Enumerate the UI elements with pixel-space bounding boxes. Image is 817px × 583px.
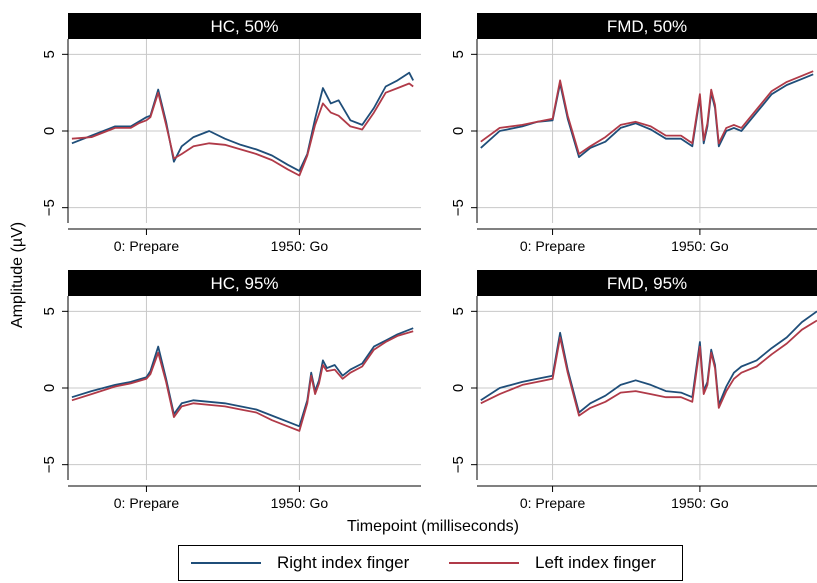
- series-line-left-index-finger: [71, 330, 414, 432]
- panel-3: FMD, 95% −5 0 5 0: Prepare 1950: Go: [450, 270, 817, 511]
- x-tick-label: 0: Prepare: [520, 495, 586, 511]
- panel-2: HC, 95% −5 0 5 0: Prepare 1950: Go: [41, 270, 421, 511]
- legend-item-right: Right index finger: [191, 546, 409, 580]
- panel-header: [68, 13, 421, 39]
- y-tick-label: 5: [41, 50, 58, 58]
- y-tick-label: 0: [41, 384, 58, 392]
- y-tick-label: 0: [450, 127, 467, 135]
- series-line-right-index-finger: [71, 71, 414, 172]
- panel-title: HC, 50%: [210, 17, 278, 36]
- x-tick-label: 1950: Go: [671, 238, 729, 254]
- x-tick-label: 0: Prepare: [114, 495, 180, 511]
- panel-title: FMD, 50%: [607, 17, 687, 36]
- y-tick-label: 0: [41, 127, 58, 135]
- series-line-right-index-finger: [480, 73, 814, 159]
- panel-title: HC, 95%: [210, 274, 278, 293]
- panel-header: [477, 270, 817, 296]
- x-tick-label: 1950: Go: [671, 495, 729, 511]
- legend-item-left: Left index finger: [449, 546, 656, 580]
- y-axis-title: Amplitude (µV): [9, 222, 26, 328]
- y-tick-label: 5: [450, 50, 467, 58]
- legend: Right index finger Left index finger: [178, 545, 683, 581]
- legend-swatch-right: [191, 562, 261, 564]
- panel-header: [68, 270, 421, 296]
- panel-title: FMD, 95%: [607, 274, 687, 293]
- panel-header: [477, 13, 817, 39]
- series-line-right-index-finger: [480, 310, 817, 414]
- series-line-left-index-finger: [480, 319, 817, 417]
- legend-swatch-left: [449, 562, 519, 564]
- series-line-right-index-finger: [71, 327, 414, 428]
- legend-label-right: Right index finger: [277, 553, 410, 572]
- x-tick-label: 1950: Go: [271, 495, 329, 511]
- y-tick-label: 0: [450, 384, 467, 392]
- y-tick-label: −5: [41, 456, 58, 473]
- legend-label-left: Left index finger: [535, 553, 656, 572]
- series-line-left-index-finger: [480, 70, 814, 155]
- panel-1: FMD, 50% −5 0 5 0: Prepare 1950: Go: [450, 13, 817, 254]
- series-line-left-index-finger: [71, 82, 414, 177]
- y-tick-label: −5: [450, 199, 467, 216]
- y-tick-label: 5: [41, 307, 58, 315]
- y-tick-label: −5: [450, 456, 467, 473]
- panel-0: HC, 50% −5 0 5 0: Prepare 1950: Go: [41, 13, 421, 254]
- x-tick-label: 0: Prepare: [114, 238, 180, 254]
- y-tick-label: 5: [450, 307, 467, 315]
- y-tick-label: −5: [41, 199, 58, 216]
- x-axis-title: Timepoint (milliseconds): [347, 518, 519, 535]
- x-tick-label: 1950: Go: [271, 238, 329, 254]
- x-tick-label: 0: Prepare: [520, 238, 586, 254]
